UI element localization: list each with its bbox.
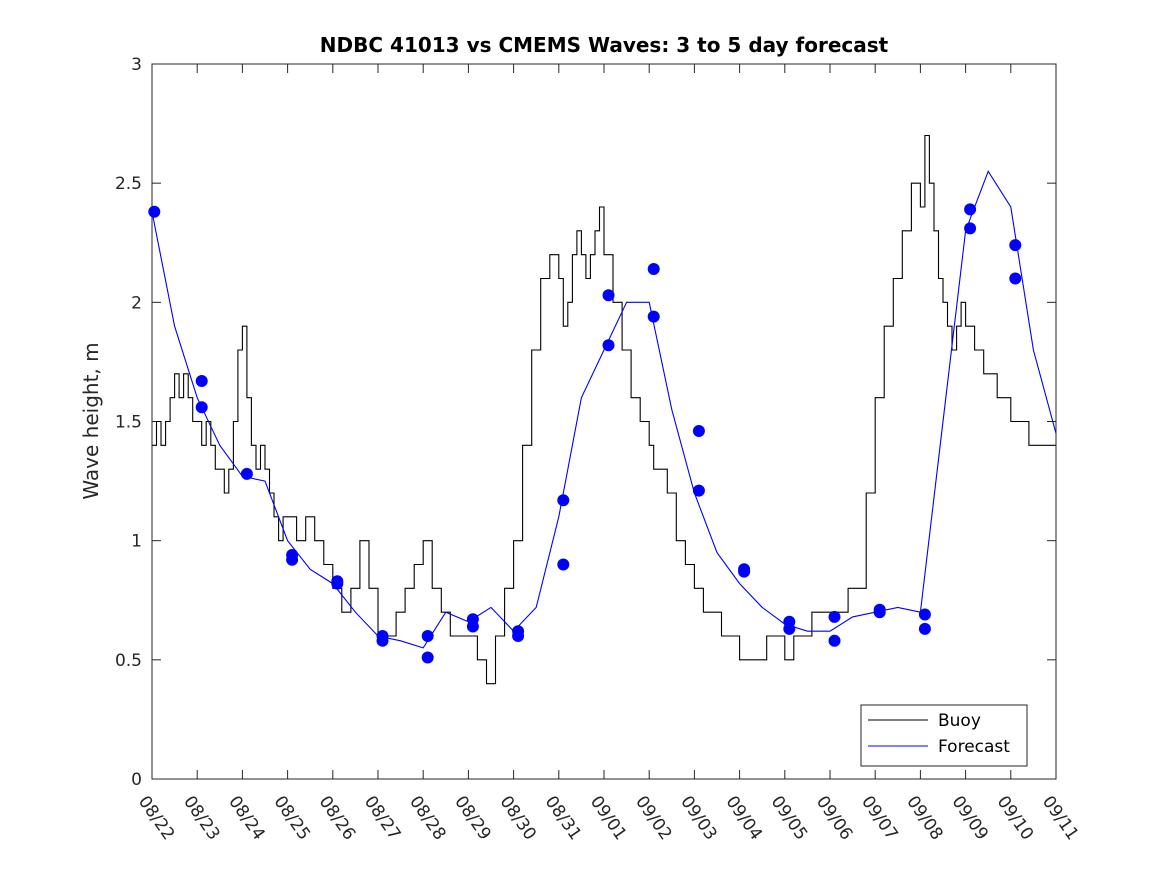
legend-buoy-label: Buoy: [938, 711, 981, 731]
y-tick-label: 2: [131, 293, 142, 313]
chart-title: NDBC 41013 vs CMEMS Waves: 3 to 5 day fo…: [320, 33, 889, 57]
forecast-marker: [1009, 239, 1022, 252]
legend: Buoy Forecast: [860, 704, 1028, 767]
y-axis: 0 0.5 1 1.5 2 2.5 3: [115, 55, 1056, 790]
forecast-marker: [647, 310, 660, 323]
forecast-marker: [692, 484, 705, 497]
forecast-marker: [602, 289, 615, 302]
y-tick-label: 2.5: [115, 174, 142, 194]
forecast-marker: [1009, 272, 1022, 285]
forecast-marker: [964, 222, 977, 235]
y-tick-label: 3: [131, 55, 142, 75]
series-layer: [151, 134, 1057, 685]
forecast-marker: [692, 425, 705, 437]
forecast-marker: [512, 630, 525, 642]
forecast-marker: [376, 634, 389, 647]
forecast-marker: [240, 467, 253, 480]
forecast-marker: [647, 263, 660, 275]
axes-box: [151, 63, 1057, 780]
y-tick-label: 0: [131, 770, 142, 790]
forecast-marker: [195, 401, 208, 414]
forecast-marker: [331, 577, 344, 590]
forecast-marker: [557, 494, 570, 507]
forecast-marker: [466, 620, 479, 633]
forecast-marker: [918, 608, 931, 621]
series-line-forecast: [151, 170, 1057, 649]
forecast-marker: [602, 339, 615, 352]
forecast-marker: [195, 375, 208, 387]
forecast-marker: [421, 651, 434, 664]
plot-area: 00.511.522.53 08/22 08/23 08/24 08/25 08/26 0…: [115, 55, 1082, 844]
y-axis-label: Wave height, m: [79, 342, 103, 499]
legend-forecast-label: Forecast: [938, 737, 1010, 757]
forecast-marker: [828, 634, 841, 647]
y-tick-label: 0.5: [115, 651, 142, 671]
y-tick-label: 1: [131, 532, 142, 552]
forecast-marker: [783, 622, 796, 635]
forecast-marker: [828, 610, 841, 623]
forecast-marker: [738, 565, 751, 578]
series-line-buoy: [152, 134, 1056, 685]
forecast-marker: [421, 630, 434, 642]
marker-layer: [148, 203, 1022, 664]
forecast-marker: [286, 553, 299, 566]
y-tick-label: 1.5: [115, 413, 142, 433]
forecast-marker: [873, 606, 886, 619]
forecast-marker: [918, 622, 931, 635]
forecast-marker: [964, 203, 977, 216]
forecast-marker: [557, 558, 570, 571]
forecast-marker: [148, 205, 161, 218]
legend-box: [860, 704, 1028, 767]
